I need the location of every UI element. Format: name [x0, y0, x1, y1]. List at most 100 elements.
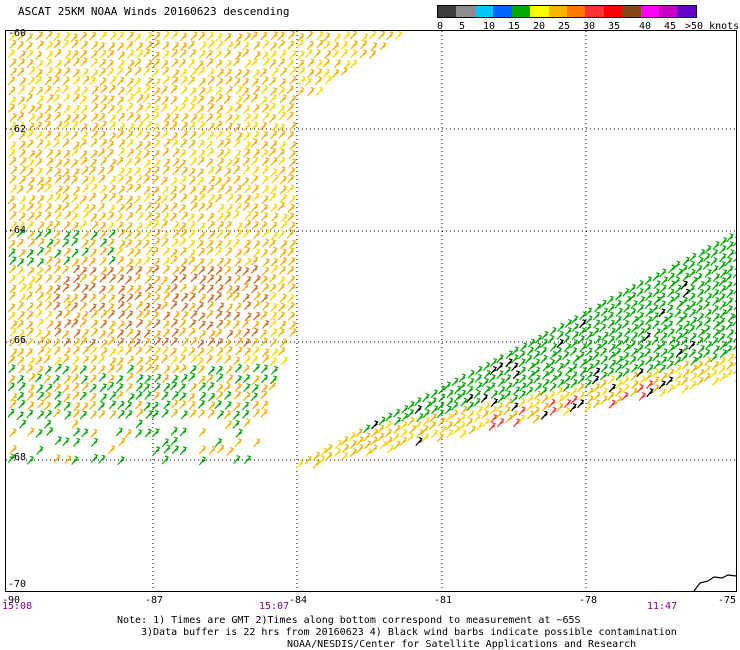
- wind-barb: [262, 301, 270, 311]
- wind-barb: [260, 212, 269, 222]
- wind-barb: [52, 94, 61, 104]
- wind-barb: [386, 31, 394, 41]
- wind-barb: [244, 184, 252, 194]
- wind-barb: [106, 49, 115, 59]
- colorbar-swatch: [566, 6, 586, 17]
- wind-barb: [26, 257, 35, 267]
- wind-barb: [91, 94, 99, 104]
- wind-barb: [180, 68, 188, 78]
- wind-barb: [458, 421, 466, 431]
- wind-barb: [127, 337, 135, 347]
- wind-barb: [288, 256, 296, 266]
- wind-barb: [126, 138, 134, 148]
- wind-barb: [637, 320, 645, 329]
- wind-barb: [622, 287, 630, 297]
- wind-barb: [37, 410, 45, 420]
- wind-barb: [97, 147, 106, 157]
- wind-barb: [277, 283, 286, 293]
- wind-barb: [243, 113, 252, 123]
- wind-barb: [232, 113, 241, 123]
- wind-barb: [17, 348, 25, 358]
- wind-barb: [197, 247, 206, 257]
- wind-barb: [279, 248, 287, 258]
- wind-barb: [695, 320, 704, 330]
- wind-barb: [646, 364, 654, 374]
- wind-barb: [89, 31, 97, 41]
- wind-barb: [615, 307, 624, 317]
- wind-barb: [100, 319, 108, 329]
- wind-barb: [26, 202, 35, 212]
- wind-barb: [116, 194, 124, 204]
- wind-barb: [645, 380, 654, 390]
- wind-barb: [682, 320, 691, 330]
- wind-barb: [18, 140, 27, 150]
- wind-barb: [251, 211, 259, 221]
- wind-barb: [118, 185, 126, 195]
- wind-barb: [170, 95, 178, 105]
- wind-barb: [18, 381, 27, 391]
- wind-barb: [286, 131, 295, 141]
- wind-barb: [53, 238, 61, 248]
- wind-barb: [72, 186, 81, 196]
- wind-barb: [250, 93, 259, 103]
- wind-barb: [251, 221, 260, 230]
- wind-barb: [151, 364, 160, 374]
- wind-barb: [117, 337, 125, 347]
- wind-barb: [98, 454, 106, 464]
- wind-barb: [490, 398, 499, 407]
- wind-barb: [638, 392, 647, 401]
- wind-barb: [170, 275, 179, 285]
- wind-barb: [243, 121, 252, 131]
- wind-barb: [205, 354, 214, 364]
- lon-label: -78: [579, 595, 598, 606]
- wind-barb: [188, 327, 197, 337]
- wind-barb: [198, 382, 207, 392]
- wind-barb: [170, 255, 178, 265]
- colorbar-label: 45: [664, 21, 677, 32]
- wind-barb: [162, 256, 171, 266]
- wind-barb: [71, 293, 79, 303]
- wind-barb: [27, 76, 36, 86]
- wind-barb: [549, 406, 557, 416]
- lon-label: -75: [718, 595, 737, 606]
- wind-barb: [297, 59, 305, 69]
- wind-barb: [17, 67, 25, 77]
- wind-barb: [400, 420, 408, 430]
- wind-barb: [315, 86, 324, 96]
- wind-barb: [287, 247, 295, 257]
- wind-barb: [26, 391, 35, 401]
- wind-barb: [98, 174, 106, 184]
- wind-barb: [46, 238, 54, 248]
- wind-barb: [607, 375, 616, 385]
- wind-barb: [532, 406, 540, 416]
- wind-barb: [547, 366, 556, 376]
- wind-barb: [134, 257, 143, 267]
- wind-barb: [214, 292, 223, 301]
- wind-barb: [314, 68, 323, 77]
- wind-barb: [135, 222, 144, 232]
- wind-barb: [511, 402, 519, 412]
- wind-barb: [179, 222, 187, 232]
- wind-barb: [621, 375, 630, 385]
- wind-barb: [125, 409, 133, 419]
- wind-barb: [243, 148, 251, 158]
- wind-barb: [206, 374, 214, 384]
- wind-barb: [72, 203, 80, 213]
- wind-barb: [34, 121, 43, 131]
- wind-barb: [286, 184, 295, 194]
- wind-barb: [44, 228, 52, 238]
- wind-barb: [62, 437, 70, 447]
- wind-barb: [127, 393, 135, 403]
- wind-barb: [70, 120, 79, 130]
- wind-barb: [260, 149, 269, 159]
- wind-barb: [279, 338, 288, 348]
- wind-barb: [496, 402, 504, 412]
- wind-barb: [108, 400, 117, 410]
- wind-barb: [188, 292, 197, 302]
- wind-barb: [474, 373, 483, 383]
- wind-barb: [658, 292, 666, 302]
- wind-barb: [188, 347, 196, 357]
- wind-barb: [43, 329, 52, 339]
- wind-barb: [673, 340, 681, 350]
- wind-barb: [135, 300, 144, 310]
